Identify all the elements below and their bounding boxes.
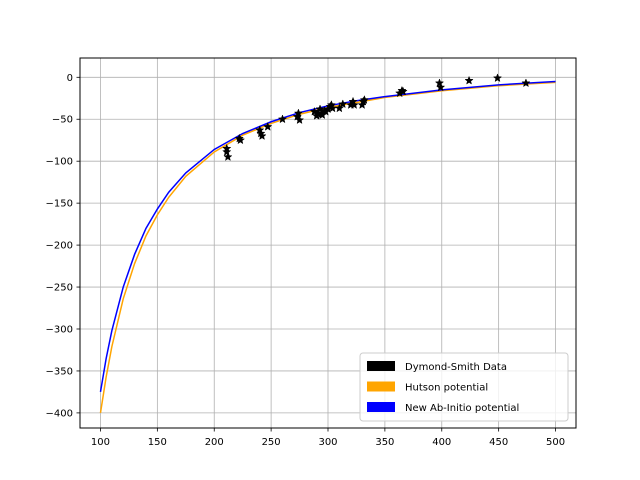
x-tick-label: 500 xyxy=(546,437,565,448)
legend-box xyxy=(359,352,569,422)
y-tick-label: −300 xyxy=(46,324,73,335)
new-ab-initio-potential-line xyxy=(99,80,556,393)
legend-label: New Ab-Initio potential xyxy=(405,403,519,414)
x-tick-label: 400 xyxy=(432,437,451,448)
x-tick-label: 300 xyxy=(318,437,337,448)
data-point-star xyxy=(293,108,304,118)
x-axis-ticks: 100 150 200 250 300 350 400 450 500 xyxy=(91,428,565,448)
data-point-star xyxy=(235,135,246,145)
scatter-points xyxy=(222,73,531,161)
data-point-star xyxy=(521,78,531,88)
x-tick-label: 150 xyxy=(148,437,167,448)
x-tick-label: 200 xyxy=(205,437,224,448)
data-point-star xyxy=(464,75,474,85)
y-tick-label: −250 xyxy=(46,283,73,294)
legend-swatch xyxy=(367,361,395,371)
y-tick-label: −100 xyxy=(46,157,73,168)
legend-label: Hutson potential xyxy=(405,383,488,394)
data-point-star xyxy=(222,147,232,156)
y-tick-label: 0 xyxy=(67,73,73,84)
legend-swatch xyxy=(367,402,395,412)
y-tick-label: −350 xyxy=(46,366,73,377)
data-point-star xyxy=(398,86,408,96)
x-tick-label: 450 xyxy=(489,437,508,448)
legend-label: Dymond-Smith Data xyxy=(405,362,507,373)
legend: Dymond-Smith Data Hutson potential New Ab-… xyxy=(359,352,569,422)
x-tick-label: 350 xyxy=(375,437,394,448)
plot-frame xyxy=(79,57,577,429)
y-axis-ticks: 0 −50 −100 −150 −200 −250 −300 −350 −400 xyxy=(46,73,80,419)
data-point-star xyxy=(263,121,273,131)
data-point-star xyxy=(349,100,359,109)
legend-swatch xyxy=(367,381,395,392)
data-point-star xyxy=(338,99,348,109)
y-tick-label: −400 xyxy=(46,408,73,419)
data-point-star xyxy=(334,103,345,113)
data-point-star xyxy=(315,104,325,114)
data-point-star xyxy=(277,114,288,124)
x-tick-label: 250 xyxy=(262,437,281,448)
data-point-star xyxy=(435,82,446,92)
y-tick-label: −200 xyxy=(46,241,73,252)
y-tick-label: −50 xyxy=(52,115,73,126)
data-point-star xyxy=(294,115,305,125)
data-point-star xyxy=(223,152,233,161)
x-tick-label: 100 xyxy=(91,437,110,448)
data-point-star xyxy=(492,73,503,83)
data-point-star xyxy=(434,78,445,88)
data-point-star xyxy=(257,131,267,140)
y-tick-label: −150 xyxy=(46,199,73,210)
grid-lines xyxy=(80,58,576,428)
data-point-star xyxy=(359,95,370,104)
